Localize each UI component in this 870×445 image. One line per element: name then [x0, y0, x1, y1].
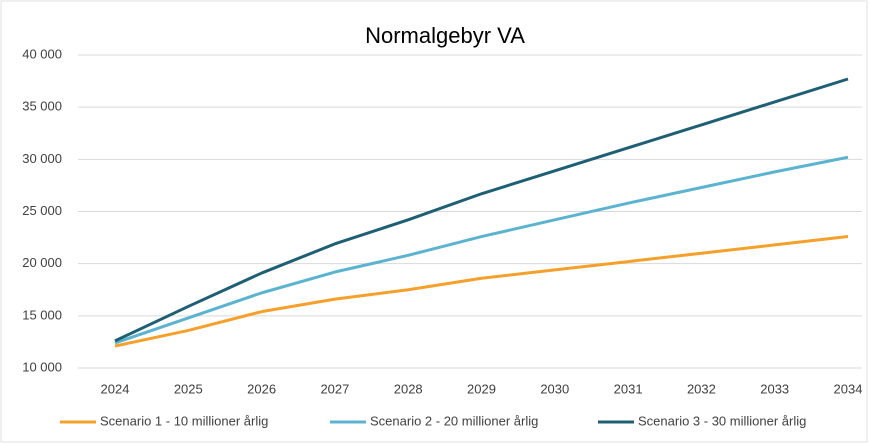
y-tick-label: 15 000	[22, 307, 62, 322]
y-tick-label: 20 000	[22, 255, 62, 270]
x-tick-label: 2034	[834, 381, 863, 396]
x-tick-label: 2033	[760, 381, 789, 396]
y-tick-label: 25 000	[22, 203, 62, 218]
legend-label: Scenario 1 - 10 millioner årlig	[100, 413, 268, 428]
x-tick-label: 2028	[394, 381, 423, 396]
x-tick-label: 2031	[614, 381, 643, 396]
x-tick-label: 2029	[467, 381, 496, 396]
series-line	[114, 235, 849, 348]
y-tick-label: 10 000	[22, 359, 62, 374]
x-tick-label: 2025	[174, 381, 203, 396]
legend-label: Scenario 2 - 20 millioner årlig	[370, 413, 538, 428]
x-tick-label: 2030	[540, 381, 569, 396]
x-tick-label: 2024	[101, 381, 130, 396]
chart-title: Normalgebyr VA	[365, 23, 525, 48]
legend-label: Scenario 3 - 30 millioner årlig	[638, 413, 806, 428]
y-tick-label: 40 000	[22, 46, 62, 61]
x-tick-label: 2027	[320, 381, 349, 396]
x-tick-label: 2032	[687, 381, 716, 396]
x-tick-label: 2026	[247, 381, 276, 396]
series-line	[114, 155, 849, 345]
y-tick-label: 30 000	[22, 151, 62, 166]
series-line	[114, 77, 849, 343]
y-tick-label: 35 000	[22, 99, 62, 114]
